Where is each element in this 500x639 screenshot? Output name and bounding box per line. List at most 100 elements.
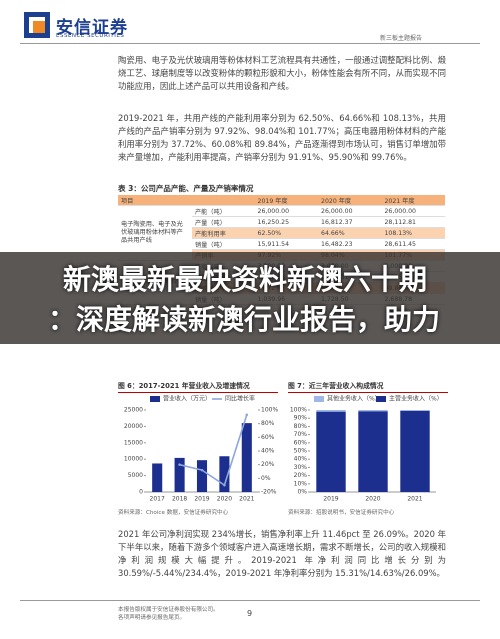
overlay-banner: 新澳最新最快资料新澳六十期 ：深度解读新澳行业报告，助力: [0, 252, 500, 344]
bar: [400, 410, 430, 492]
x-tick-label: 2020: [365, 496, 380, 503]
y-tick-label: 10000: [124, 456, 143, 463]
figure-source: 资料来源：招股说明书，安信证券研究中心: [288, 510, 395, 516]
disclaimer: 本报告版权属于安信证券股份有限公司。: [118, 607, 219, 613]
bar: [316, 410, 346, 412]
line-point: [223, 483, 226, 487]
cell: 26,000.00: [381, 205, 445, 217]
bar: [152, 463, 163, 492]
paragraph: 2019-2021 年，共用产线的产能利用率分别为 62.50%、64.66%和…: [118, 113, 446, 162]
y-tick-label: 20%: [294, 472, 308, 479]
figure-source: 资料来源：Choice 数据，安信证券研究中心: [118, 510, 229, 516]
cell: 16,482.23: [318, 238, 382, 250]
cell: 16,250.25: [254, 216, 319, 228]
bar: [219, 456, 230, 492]
chart: 0% 10%20%30%40%50% 60%70%80%90%100% 2019 202…: [290, 395, 443, 503]
y-tick-label: 50%: [294, 448, 308, 455]
cell: 28,112.81: [381, 216, 445, 228]
disclaimer: 各项声明请参见报告尾页。: [118, 615, 186, 621]
table-row: 产量（吨） 16,250.25 16,812.37 28,112.81: [118, 216, 445, 228]
table-row: 电子陶瓷用、电子及光伏玻璃用粉体材料等产品共用产线 产能（吨） 26,000.00 2…: [118, 205, 445, 261]
line-point: [178, 463, 181, 466]
column-header: 2019 年度: [254, 195, 319, 206]
y-tick-label: 70%: [294, 431, 308, 438]
y-tick-label: 60%: [294, 439, 308, 446]
x-tick-label: 2020: [217, 496, 232, 503]
column-header: 项目: [118, 195, 255, 206]
bar: [241, 423, 252, 492]
y-tick-label: 20000: [124, 423, 143, 430]
header-row: 项目 2019 年度 2020 年度 2021 年度: [118, 195, 445, 206]
cell: 28,611.45: [381, 238, 445, 250]
y-tick-label: 20%: [261, 461, 275, 468]
y-tick-label: 15000: [124, 439, 143, 446]
bar: [196, 460, 208, 492]
x-tick-label: 2018: [172, 496, 187, 503]
bar: [358, 410, 388, 412]
y-tick-label: 30%: [294, 464, 308, 471]
paragraph: 陶瓷用、电子及光伏玻璃用等粉体材料工艺流程具有共通性，一般通过调整配料比例、煅烧…: [118, 55, 446, 91]
y-tick-label: 5000: [128, 472, 143, 479]
y-tick-label: -20%: [261, 489, 277, 496]
header-rule: [20, 43, 480, 44]
y-tick-label: 80%: [261, 420, 275, 427]
chart: 0 5000 10000 15000 20000 25000 -20% 0% 20% 40% 60%…: [124, 395, 279, 503]
footer-rule: [20, 600, 480, 601]
column-header: 2020 年度: [318, 195, 382, 206]
y-tick-label: 100%: [261, 407, 278, 414]
cell: 16,812.37: [318, 216, 382, 228]
report-type: 新三板主题报告: [380, 35, 423, 42]
logo-subtext: ESSENCE SECURITIES: [56, 33, 125, 39]
legend-swatch: [314, 396, 324, 402]
logo-text: 安信证券: [56, 18, 128, 38]
cell: 108.13%: [381, 227, 445, 239]
legend-label: 主营业务收入（%）: [389, 395, 443, 403]
y-tick-label: 10%: [294, 480, 308, 487]
footer-note: 本报告版权属于安信证券股份有限公司。 各项声明请参见报告尾页。: [118, 606, 219, 622]
legend-label: 其他业务收入（%）: [327, 395, 381, 403]
legend-swatch: [376, 396, 386, 402]
bar: [400, 410, 430, 411]
group-label: 电子陶瓷用、电子及光伏玻璃用粉体材料等产品共用产线: [118, 205, 192, 261]
line-point: [245, 413, 249, 417]
table-row: 产能利用率 62.50% 64.66% 108.13%: [118, 227, 445, 239]
x-tick-label: 2021: [407, 496, 422, 503]
bar: [316, 411, 346, 492]
legend-label: 同比增长率: [225, 395, 255, 403]
y-tick-label: 25000: [124, 407, 143, 414]
y-tick-label: 0%: [261, 475, 271, 482]
row-label: 销量（吨）: [192, 238, 255, 250]
legend-label: 营业收入（万元）: [163, 395, 211, 403]
x-tick-label: 2019: [323, 496, 338, 503]
figure-title: 图 6：2017-2021 年营业收入及增速情况: [118, 380, 278, 393]
cell: 62.50%: [254, 227, 319, 239]
table-row: 销量（吨） 15,911.54 16,482.23 28,611.45: [118, 238, 445, 250]
page-number: 9: [247, 609, 253, 618]
y-tick-label: 40%: [294, 456, 308, 463]
cell: 64.66%: [318, 227, 382, 239]
x-tick-label: 2021: [239, 496, 254, 503]
banner-line: 新澳最新最快资料新澳六十期: [63, 263, 428, 296]
cell: 26,000.00: [254, 205, 319, 217]
paragraph: 2021 年公司净利润实现 234%增长，销售净利率上升 11.46pct 至 …: [118, 529, 446, 578]
legend-swatch: [150, 396, 160, 402]
y-tick-label: 0: [139, 489, 143, 496]
column-header: 2021 年度: [381, 195, 445, 206]
line: [179, 414, 248, 487]
bar: [358, 411, 388, 492]
row-label: 产量（吨）: [192, 216, 255, 228]
row-label: 产能（吨）: [192, 205, 255, 217]
table-title: 表 3：公司产品产能、产量及产销率情况: [118, 184, 254, 193]
y-tick-label: 40%: [261, 448, 275, 455]
cell: 15,911.54: [254, 238, 319, 250]
y-tick-label: 100%: [290, 407, 307, 414]
logo-icon: [24, 12, 50, 38]
banner-line: ：深度解读新澳行业报告，助力: [48, 303, 441, 336]
row-label: 产能利用率: [192, 227, 255, 239]
y-tick-label: 0%: [297, 489, 307, 496]
y-tick-label: 80%: [294, 423, 308, 430]
cell: 26,000.00: [318, 205, 382, 217]
figure-title: 图 7：近三年营业收入构成情况: [288, 380, 448, 393]
y-tick-label: 90%: [294, 415, 308, 422]
